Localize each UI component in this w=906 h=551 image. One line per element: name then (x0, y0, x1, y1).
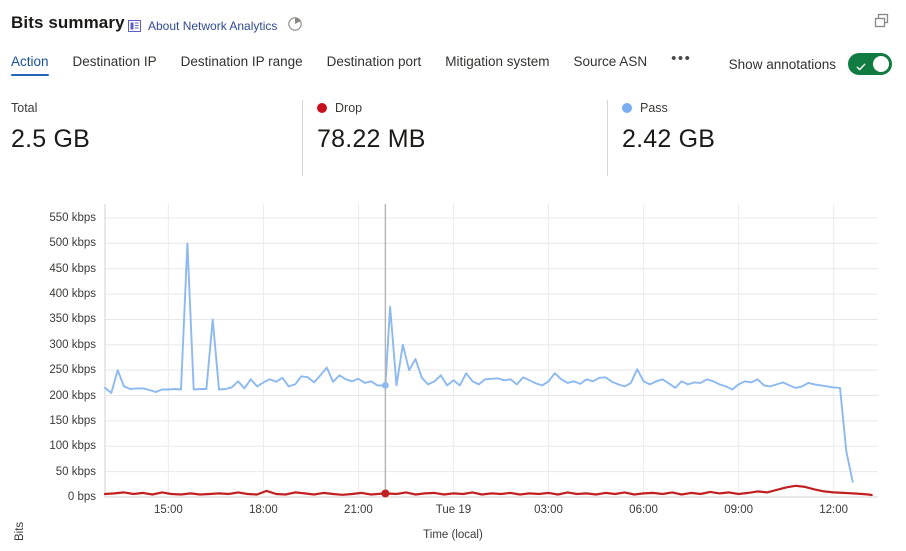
popout-icon[interactable] (872, 11, 892, 31)
tab-destination-port[interactable]: Destination port (326, 54, 422, 69)
series-line-drop (103, 484, 873, 497)
y-tick-label: 250 kbps (49, 364, 96, 377)
metric-total: Total 2.5 GB (11, 100, 90, 154)
y-tick-label: 150 kbps (49, 414, 96, 427)
x-tick-label: 18:00 (249, 504, 278, 516)
plot-area[interactable] (0, 196, 906, 506)
tab-source-asn[interactable]: Source ASN (573, 54, 648, 69)
drop-legend-dot (317, 103, 327, 113)
y-tick-label: 500 kbps (49, 237, 96, 250)
hover-point-drop (381, 489, 390, 498)
x-tick-label: 03:00 (534, 504, 563, 516)
show-annotations-label: Show annotations (728, 56, 836, 72)
more-tabs-icon[interactable]: ••• (671, 50, 692, 67)
series-line-pass (104, 242, 854, 483)
y-tick-label: 50 kbps (55, 465, 96, 478)
metric-divider (607, 100, 608, 176)
metric-header: Total (11, 100, 90, 116)
pass-legend-dot (622, 103, 632, 113)
x-tick-label: 06:00 (629, 504, 658, 516)
hover-point-pass (381, 382, 389, 389)
metric-value: 2.42 GB (622, 125, 716, 153)
tab-action[interactable]: Action (11, 54, 61, 76)
metric-drop: Drop 78.22 MB (317, 100, 426, 154)
metric-pass: Pass 2.42 GB (622, 100, 715, 154)
x-tick-label: 15:00 (153, 504, 183, 516)
metric-summary-row: Total 2.5 GB Drop 78.22 MB Pass 2.42 GB (0, 100, 906, 178)
book-icon (128, 20, 141, 32)
metric-label: Drop (335, 101, 363, 115)
show-annotations-toggle[interactable] (848, 53, 892, 75)
about-link-label: About Network Analytics (148, 19, 278, 33)
tab-destination-ip-range[interactable]: Destination IP range (180, 54, 303, 69)
y-tick-label: 400 kbps (49, 288, 96, 301)
x-tick-label: 09:00 (724, 504, 753, 516)
toggle-knob (873, 56, 889, 72)
panel-header: Bits summary About Network Analytics (0, 0, 906, 46)
metric-value: 78.22 MB (317, 125, 426, 153)
bits-time-series-chart[interactable]: Bits Time (local) 550 kbps 500 kbps 450 kb… (0, 196, 906, 551)
metric-header: Pass (622, 100, 715, 116)
y-tick-label: 350 kbps (49, 313, 96, 326)
x-axis-title: Time (local) (423, 529, 483, 541)
check-icon (856, 59, 866, 71)
about-network-analytics-link[interactable]: About Network Analytics (128, 19, 277, 33)
tab-bar[interactable]: Action Destination IP Destination IP ran… (11, 50, 692, 76)
metric-header: Drop (317, 100, 426, 116)
page-title: Bits summary (11, 13, 125, 32)
x-tick-label: 12:00 (819, 504, 849, 516)
y-tick-label: 300 kbps (49, 338, 96, 351)
metric-label: Total (11, 101, 38, 115)
x-tick-label: Tue 19 (435, 504, 472, 516)
tab-destination-ip[interactable]: Destination IP (72, 54, 157, 69)
y-tick-label: 550 kbps (49, 212, 96, 224)
y-tick-label: 100 kbps (49, 440, 96, 453)
show-annotations-control[interactable]: Show annotations (729, 53, 892, 75)
x-tick-label: 21:00 (344, 504, 373, 516)
y-axis-ticks: 550 kbps 500 kbps 450 kbps 400 kbps 350 kbps… (0, 196, 96, 506)
metric-label: Pass (640, 101, 668, 115)
metric-value: 2.5 GB (11, 125, 91, 153)
y-tick-label: 450 kbps (49, 262, 96, 275)
pie-chart-icon[interactable] (286, 15, 304, 33)
y-tick-label: 0 bps (67, 491, 96, 503)
y-tick-label: 200 kbps (49, 389, 96, 402)
metric-divider (302, 100, 303, 176)
tab-mitigation-system[interactable]: Mitigation system (445, 54, 550, 69)
